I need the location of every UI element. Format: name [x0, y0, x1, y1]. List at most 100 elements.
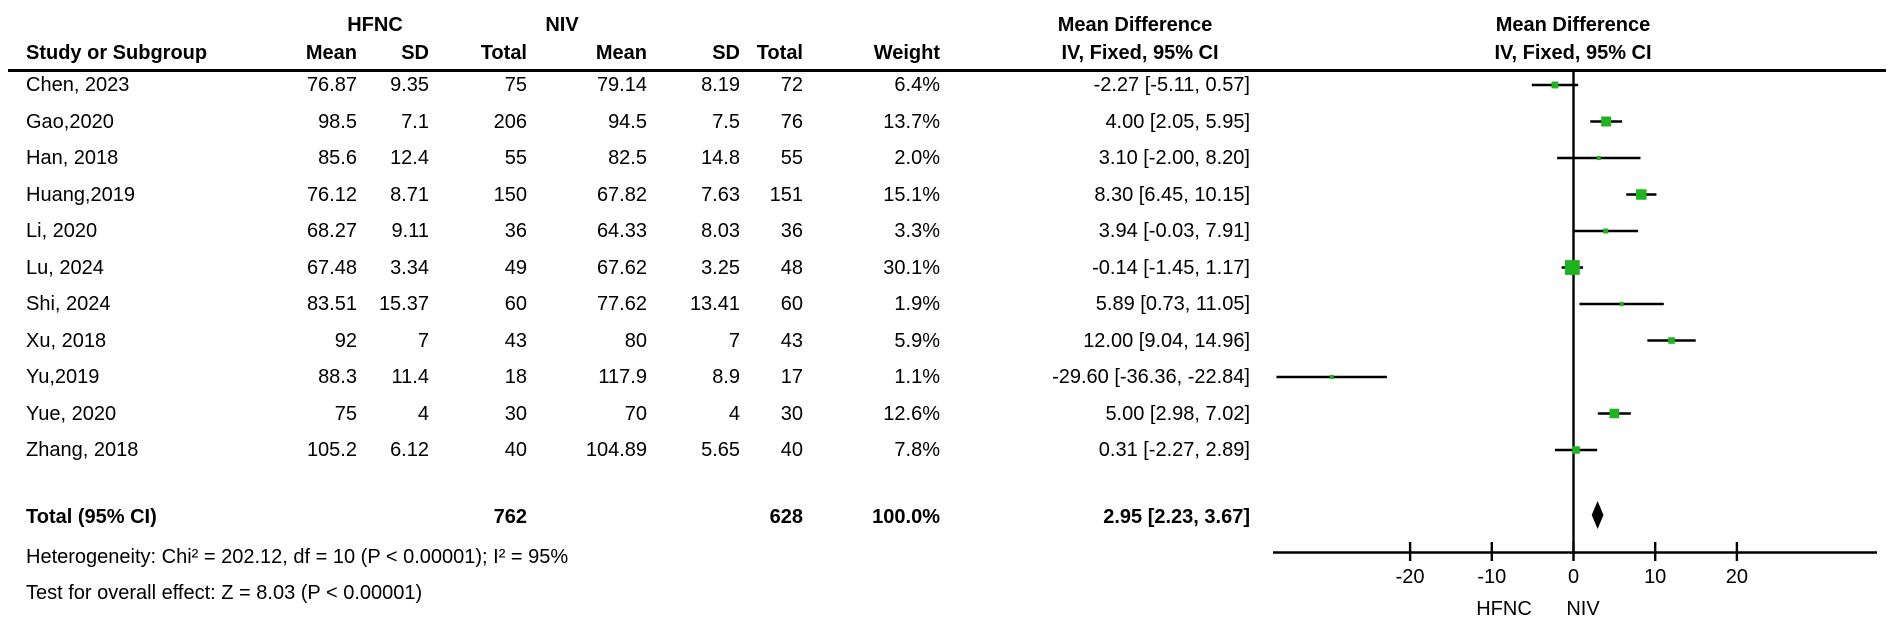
cell-niv-mean: 80 — [624, 329, 647, 352]
cell-md-ci: 0.31 [-2.27, 2.89] — [1098, 439, 1250, 461]
col-header-mean-niv: Mean — [595, 42, 647, 64]
cell-hfnc-total: 60 — [504, 293, 527, 315]
table-effect-title: Mean Difference — [1057, 14, 1213, 36]
col-header-weight: Weight — [873, 42, 940, 64]
cell-study: Huang,2019 — [26, 183, 135, 206]
axis-tick-label: 10 — [1644, 566, 1666, 588]
cell-hfnc-total: 30 — [504, 402, 527, 425]
cell-hfnc-sd: 6.12 — [390, 439, 429, 461]
table-row: Li, 2020 68.27 9.11 36 64.33 8.03 36 3.3% 3.94 [… — [0, 218, 1902, 244]
cell-niv-mean: 67.62 — [596, 256, 647, 279]
total-row: Total (95% CI) 762 628 100.0% 2.95 [2.23, 3.… — [0, 504, 1902, 530]
cell-niv-total: 60 — [780, 293, 803, 315]
cell-study: Lu, 2024 — [26, 256, 104, 279]
cell-niv-sd: 13.41 — [689, 293, 740, 315]
cell-niv-total: 17 — [780, 366, 803, 388]
table-row: Yue, 2020 75 4 30 70 4 30 12.6% 5.00 [2.98, 7.02… — [0, 401, 1902, 427]
cell-study: Han, 2018 — [26, 147, 119, 169]
effect-marker — [1619, 302, 1624, 306]
cell-hfnc-total: 40 — [504, 439, 527, 461]
cell-hfnc-total: 43 — [504, 329, 527, 352]
axis-tick-label: 20 — [1726, 566, 1748, 588]
cell-niv-mean: 67.82 — [596, 183, 647, 206]
effect-marker — [1572, 446, 1580, 454]
cell-niv-sd: 8.9 — [712, 366, 740, 388]
cell-hfnc-mean: 105.2 — [306, 439, 357, 461]
cell-niv-mean: 94.5 — [608, 110, 647, 133]
cell-weight: 30.1% — [883, 256, 940, 279]
cell-niv-mean: 104.89 — [585, 439, 647, 461]
cell-hfnc-mean: 98.5 — [318, 110, 357, 133]
cell-niv-sd: 4 — [728, 402, 740, 425]
total-label: Total (95% CI) — [26, 506, 157, 528]
total-md-ci: 2.95 [2.23, 3.67] — [1103, 506, 1250, 528]
cell-md-ci: 3.10 [-2.00, 8.20] — [1098, 147, 1250, 169]
cell-niv-mean: 79.14 — [596, 74, 647, 96]
cell-hfnc-sd: 4 — [417, 402, 429, 425]
cell-hfnc-sd: 9.35 — [390, 74, 429, 96]
cell-weight: 2.0% — [894, 147, 940, 169]
cell-hfnc-total: 49 — [504, 256, 527, 279]
cell-weight: 5.9% — [894, 329, 940, 352]
table-row: Gao,2020 98.5 7.1 206 94.5 7.5 76 13.7% 4.00 [2.… — [0, 109, 1902, 135]
cell-hfnc-mean: 75 — [334, 402, 357, 425]
header-rule — [8, 69, 1886, 72]
cell-hfnc-sd: 7.1 — [401, 110, 429, 133]
cell-niv-total: 76 — [780, 110, 803, 133]
cell-hfnc-mean: 76.12 — [306, 183, 357, 206]
effect-marker — [1596, 156, 1601, 160]
cell-hfnc-mean: 83.51 — [306, 293, 357, 315]
cell-hfnc-sd: 8.71 — [390, 183, 429, 206]
cell-niv-sd: 5.65 — [701, 439, 740, 461]
cell-weight: 13.7% — [883, 110, 940, 133]
cell-niv-total: 40 — [780, 439, 803, 461]
cell-study: Yue, 2020 — [26, 402, 117, 425]
cell-niv-total: 48 — [780, 256, 803, 279]
effect-marker — [1636, 189, 1647, 200]
cell-niv-total: 151 — [769, 183, 803, 206]
effect-marker — [1564, 260, 1580, 275]
cell-hfnc-total: 206 — [493, 110, 527, 133]
cell-niv-sd: 3.25 — [701, 256, 740, 279]
total-niv-n: 628 — [769, 506, 803, 528]
col-header-sd-niv: SD — [712, 42, 740, 64]
cell-weight: 3.3% — [894, 220, 940, 242]
cell-niv-sd: 8.19 — [701, 74, 740, 96]
cell-md-ci: -0.14 [-1.45, 1.17] — [1092, 256, 1250, 279]
cell-md-ci: 12.00 [9.04, 14.96] — [1083, 329, 1250, 352]
cell-hfnc-mean: 85.6 — [318, 147, 357, 169]
cell-niv-sd: 7.5 — [712, 110, 740, 133]
total-weight: 100.0% — [872, 506, 940, 528]
cell-niv-mean: 77.62 — [596, 293, 647, 315]
cell-hfnc-sd: 12.4 — [390, 147, 429, 169]
cell-niv-mean: 70 — [624, 402, 647, 425]
plot-effect-title: Mean Difference — [1495, 14, 1651, 36]
cell-study: Li, 2020 — [26, 220, 98, 242]
table-row: Lu, 2024 67.48 3.34 49 67.62 3.25 48 30.1% -0.14… — [0, 255, 1902, 281]
table-row: Yu,2019 88.3 11.4 18 117.9 8.9 17 1.1% -29.60 [-… — [0, 364, 1902, 390]
effect-marker — [1603, 228, 1609, 234]
cell-weight: 6.4% — [894, 74, 940, 96]
effect-marker — [1551, 81, 1559, 89]
cell-md-ci: 3.94 [-0.03, 7.91] — [1098, 220, 1250, 242]
cell-niv-sd: 7.63 — [701, 183, 740, 206]
overall-effect-text: Test for overall effect: Z = 8.03 (P < 0… — [26, 582, 423, 604]
cell-hfnc-total: 150 — [493, 183, 527, 206]
cell-weight: 7.8% — [894, 439, 940, 461]
cell-hfnc-total: 55 — [504, 147, 527, 169]
cell-md-ci: -2.27 [-5.11, 0.57] — [1093, 74, 1250, 96]
col-header-study: Study or Subgroup — [26, 42, 208, 64]
col-header-mean-hfnc: Mean — [305, 42, 357, 64]
col-header-sd-hfnc: SD — [401, 42, 429, 64]
cell-niv-total: 43 — [780, 329, 803, 352]
table-row: Han, 2018 85.6 12.4 55 82.5 14.8 55 2.0% 3.10 [-… — [0, 145, 1902, 171]
cell-hfnc-mean: 68.27 — [306, 220, 357, 242]
cell-md-ci: -29.60 [-36.36, -22.84] — [1052, 366, 1250, 388]
cell-weight: 1.1% — [894, 366, 940, 388]
cell-hfnc-sd: 11.4 — [391, 366, 429, 388]
cell-hfnc-sd: 3.34 — [390, 256, 429, 279]
effect-marker — [1668, 337, 1675, 344]
axis-label-right: NIV — [1566, 598, 1600, 620]
